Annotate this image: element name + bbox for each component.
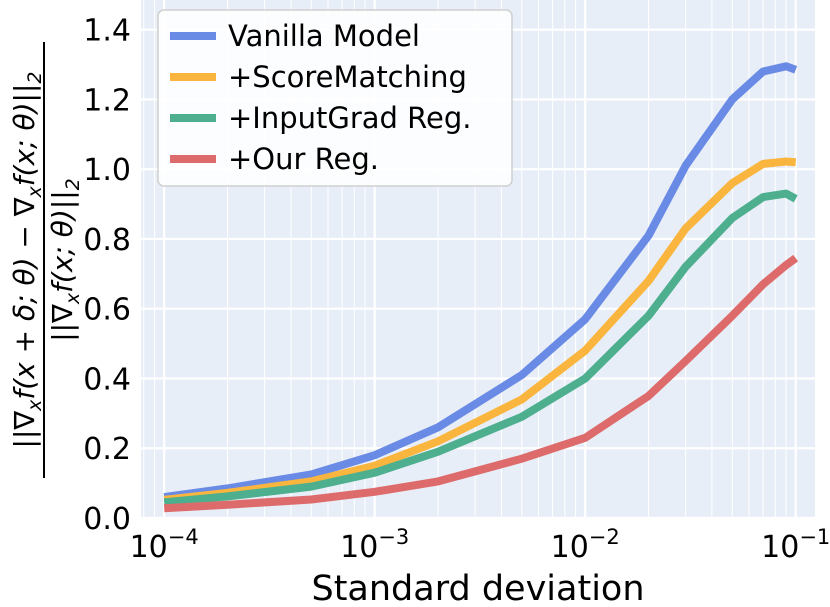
y-axis-label-text: ||∇xf(x + δ; θ) − ∇xf(x; θ)||2: [8, 72, 46, 449]
y-axis-label-text: ||∇xf(x; θ)||2: [46, 178, 84, 342]
y-tick-label: 0.4: [83, 362, 131, 397]
legend-entry-label: Vanilla Model: [228, 19, 420, 53]
y-tick-label: 1.0: [83, 153, 131, 188]
y-tick-label: 0.2: [83, 432, 131, 467]
legend: Vanilla Model +ScoreMatching +InputGrad Re…: [157, 9, 513, 187]
legend-entry-label: +Our Reg.: [228, 142, 379, 176]
series-line: [163, 157, 796, 504]
legend-entry-label: +InputGrad Reg.: [228, 101, 472, 135]
y-tick-label: 0.0: [83, 502, 131, 537]
y-tick-labels: 0.0 0.2 0.4 0.6 0.8 1.0 1.2 1.4: [83, 14, 131, 537]
series-line: [163, 62, 798, 502]
y-tick-label: 0.8: [83, 223, 131, 258]
y-tick-label: 0.6: [83, 293, 131, 328]
y-tick-label: 1.4: [83, 14, 131, 49]
legend-box: [157, 9, 513, 187]
series-line: [163, 254, 799, 513]
x-tick-label: 10−1: [761, 525, 830, 565]
y-axis-label: ||∇xf(x + δ; θ) − ∇xf(x; θ)||2||∇xf(x; θ…: [8, 42, 84, 478]
x-tick-labels: 10−4 10−3 10−2 10−1: [130, 525, 830, 565]
series-lines: [163, 62, 799, 513]
x-axis-label: Standard deviation: [311, 569, 644, 607]
legend-entry-label: +ScoreMatching: [228, 60, 467, 94]
x-tick-label: 10−2: [551, 525, 620, 565]
series-line: [163, 189, 798, 507]
y-tick-label: 1.2: [83, 83, 131, 118]
x-tick-label: 10−3: [340, 525, 409, 565]
x-tick-label: 10−4: [130, 525, 199, 565]
